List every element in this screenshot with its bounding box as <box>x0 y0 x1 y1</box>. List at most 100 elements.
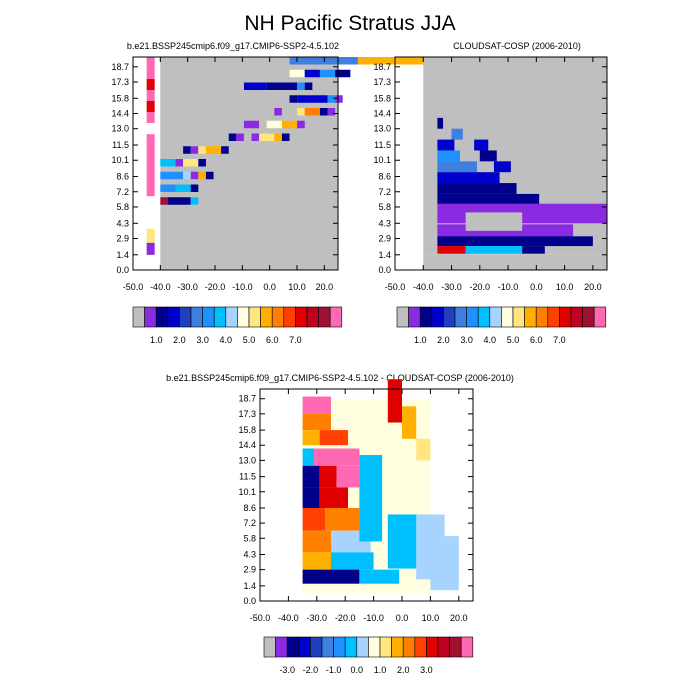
heatmap-cell <box>281 108 298 116</box>
colorbar-label: 5.0 <box>507 335 520 345</box>
heatmap-cell <box>325 507 360 531</box>
heatmap-cell <box>198 146 206 154</box>
heatmap-cell <box>274 133 282 141</box>
heatmap-cell <box>319 487 349 508</box>
colorbar-swatch <box>155 306 169 328</box>
y-tick-label: 0.0 <box>243 596 256 606</box>
y-tick-label: 10.1 <box>373 155 391 165</box>
heatmap-cell <box>281 120 298 129</box>
y-tick-label: 0.0 <box>378 265 391 275</box>
x-tick-label: 20.0 <box>316 282 334 292</box>
y-tick-label: 7.2 <box>243 518 256 528</box>
heatmap-cell <box>175 184 191 192</box>
heatmap-cell <box>167 197 191 205</box>
heatmap-cell <box>259 120 267 129</box>
heatmap-cell <box>437 117 444 129</box>
colorbar-swatch <box>225 306 238 328</box>
heatmap-cell <box>304 69 320 78</box>
colorbar-swatch <box>547 306 560 328</box>
heatmap-cell <box>146 68 155 79</box>
colorbar-label: 1.0 <box>150 335 163 345</box>
heatmap-cell <box>327 108 336 116</box>
heatmap-cell <box>319 430 349 446</box>
heatmap-cell <box>160 108 275 116</box>
heatmap-cell <box>160 57 290 65</box>
heatmap-cell <box>335 69 351 78</box>
y-tick-label: 10.1 <box>238 487 256 497</box>
colorbar-swatch <box>368 636 381 658</box>
heatmap-cell <box>302 430 320 446</box>
heatmap-cell <box>198 159 206 167</box>
colorbar-swatch <box>426 636 439 658</box>
heatmap-cell <box>302 507 326 531</box>
y-tick-label: 11.5 <box>239 472 256 482</box>
y-tick-label: 5.8 <box>243 533 256 543</box>
heatmap-cell <box>302 487 320 508</box>
y-tick-label: 17.3 <box>111 77 129 87</box>
heatmap-cells <box>302 379 459 594</box>
heatmap-cell <box>297 120 305 129</box>
y-tick-label: 15.8 <box>111 93 129 103</box>
y-tick-label: 4.3 <box>243 549 256 559</box>
heatmap-cell <box>479 150 497 162</box>
heatmap-cell <box>357 57 488 65</box>
y-tick-label: 14.4 <box>373 109 391 119</box>
heatmap-cell <box>479 204 497 216</box>
colorbar-label: 6.0 <box>266 335 279 345</box>
colorbar-swatch <box>437 636 450 658</box>
colorbar-swatch <box>391 636 404 658</box>
y-tick-label: 15.8 <box>373 93 391 103</box>
heatmap-cell <box>266 82 298 90</box>
heatmap-cell <box>160 171 184 180</box>
heatmap-cell <box>302 448 314 466</box>
colorbar-swatch <box>248 306 261 328</box>
x-tick-label: 20.0 <box>584 282 602 292</box>
colorbar-swatch <box>344 636 358 658</box>
colorbar-label: 2.0 <box>397 665 410 675</box>
heatmap-cell <box>387 379 402 423</box>
heatmap-cell <box>437 161 477 173</box>
x-tick-label: 0.0 <box>396 613 409 623</box>
heatmap-cell <box>336 465 360 488</box>
y-tick-label: 1.4 <box>116 250 129 260</box>
x-tick-label: -10.0 <box>363 613 384 623</box>
heatmap-cell <box>259 133 275 141</box>
heatmap-cell <box>243 82 267 90</box>
colorbar-swatch <box>402 636 416 658</box>
y-tick-label: 13.0 <box>238 455 256 465</box>
x-tick-label: -50.0 <box>250 613 271 623</box>
colorbar-label: 4.0 <box>484 335 497 345</box>
heatmap-cell <box>319 108 328 116</box>
y-tick-label: 13.0 <box>373 124 391 134</box>
heatmap-cell <box>437 139 455 151</box>
colorbar-swatch <box>298 636 311 658</box>
heatmap-cell <box>243 133 252 141</box>
y-tick-label: 7.2 <box>378 187 391 197</box>
heatmap-cell <box>304 108 320 116</box>
colorbar-swatch <box>329 306 343 328</box>
heatmap-cell <box>297 82 305 90</box>
colorbar-swatch <box>593 306 607 328</box>
x-tick-label: -10.0 <box>232 282 253 292</box>
heatmap-cell <box>266 120 282 129</box>
heatmap-cell <box>331 448 360 466</box>
x-tick-label: -30.0 <box>307 613 328 623</box>
colorbar-label: -2.0 <box>303 665 319 675</box>
y-tick-label: 4.3 <box>116 218 129 228</box>
colorbar-swatch <box>449 636 462 658</box>
heatmap-cell <box>327 95 336 103</box>
heatmap-cell <box>302 465 320 488</box>
x-tick-label: -20.0 <box>205 282 226 292</box>
colorbar-swatch <box>283 306 296 328</box>
colorbar-swatch <box>144 306 157 328</box>
colorbar-label: 5.0 <box>243 335 256 345</box>
colorbar-label: 7.0 <box>289 335 302 345</box>
heatmap-cell <box>289 57 358 65</box>
heatmap-cells <box>423 57 607 270</box>
heatmap-cell <box>190 184 199 192</box>
heatmap-cell <box>243 120 260 129</box>
colorbar-swatch <box>431 306 444 328</box>
colorbar-swatch <box>466 306 479 328</box>
colorbar-swatch <box>202 306 215 328</box>
